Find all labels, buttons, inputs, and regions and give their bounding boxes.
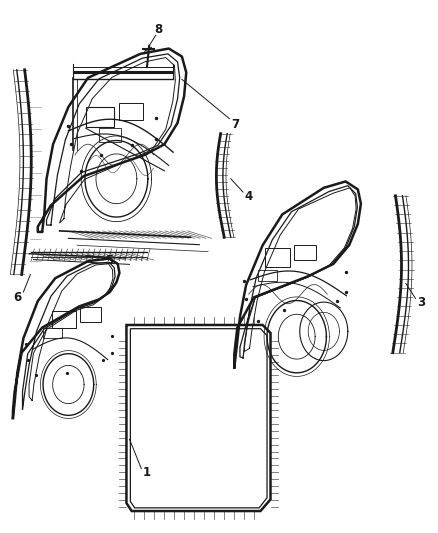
Text: 8: 8 (155, 23, 163, 36)
Text: 1: 1 (143, 466, 151, 479)
Text: 3: 3 (417, 296, 425, 309)
Text: 5: 5 (105, 254, 113, 266)
Text: 4: 4 (244, 190, 253, 203)
Text: 7: 7 (232, 118, 240, 131)
Text: 6: 6 (13, 291, 21, 304)
